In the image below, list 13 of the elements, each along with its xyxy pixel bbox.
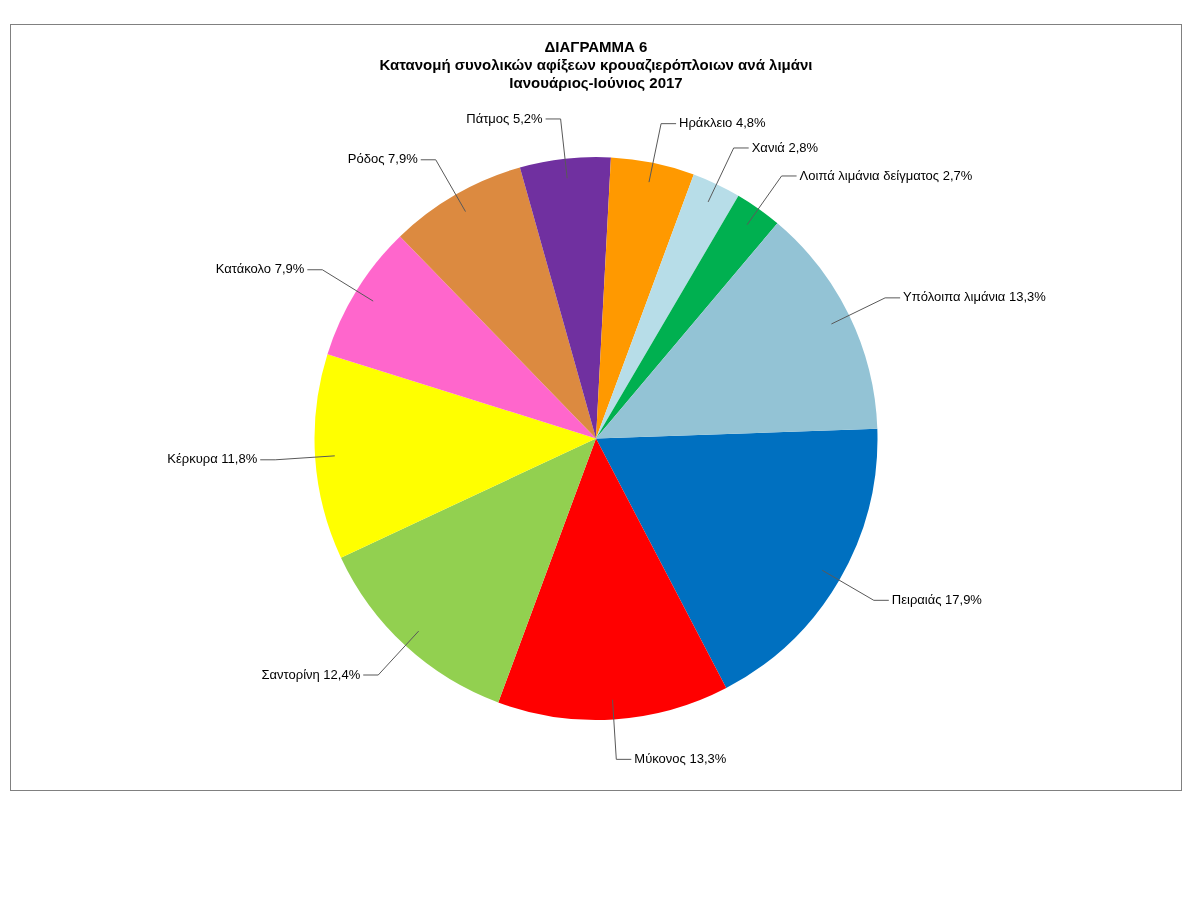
slice-label: Πάτμος 5,2% [466, 110, 544, 126]
slice-label: Πειραιάς 17,9% [891, 591, 983, 607]
chart-title: ΔΙΑΓΡΑΜΜΑ 6 [544, 38, 648, 56]
slice-label: Μύκονος 13,3% [634, 750, 727, 766]
slice-label: Σαντορίνη 12,4% [261, 666, 361, 682]
slice-label: Λοιπά λιμάνια δείγματος 2,7% [799, 167, 973, 183]
slice-label: Κέρκυρα 11,8% [167, 451, 258, 467]
slice-label: Χανιά 2,8% [751, 139, 819, 155]
slice-label: Ηράκλειο 4,8% [679, 115, 766, 131]
slice-label: Κατάκολο 7,9% [215, 261, 305, 277]
slice-label: Υπόλοιπα λιμάνια 13,3% [903, 289, 1047, 305]
slice-label: Ρόδος 7,9% [347, 151, 419, 167]
chart-subtitle: Κατανομή συνολικών αφίξεων κρουαζιερόπλοιων ανά λιμάνι Ιανουάριος-Ιούνιος 2017 [379, 56, 813, 92]
